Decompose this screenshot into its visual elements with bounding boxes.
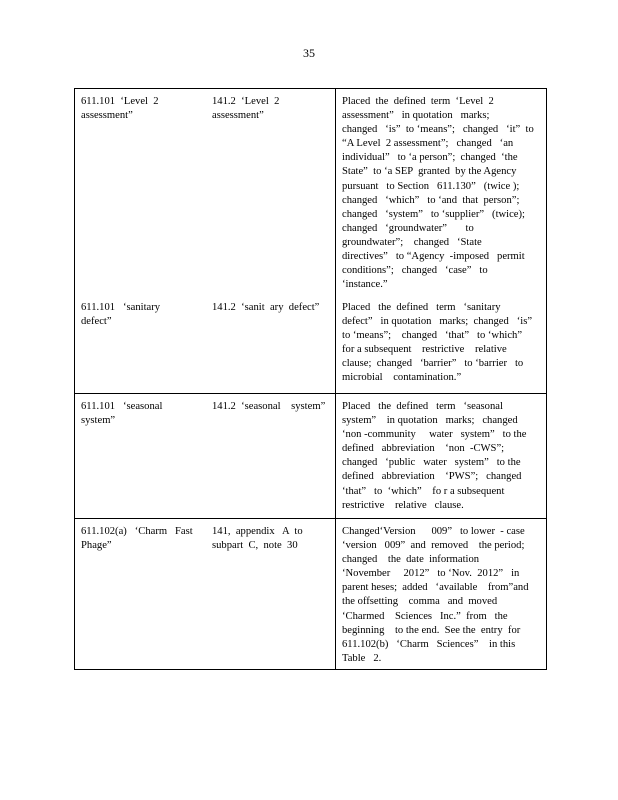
- text-line: assessment”: [81, 110, 133, 122]
- section-cell: 611.101 ‘sanitary defect”: [75, 295, 206, 393]
- text-line: Placed the defined term ‘Level 2: [342, 96, 494, 107]
- text-line: for a subsequent restrictive relative: [342, 344, 507, 356]
- text-line: “A Level 2 assessment”; changed ‘an: [342, 138, 514, 150]
- source-cell: 141.2 ‘Level 2 assessment”: [206, 89, 335, 295]
- text-line: assessment” in quotation marks;: [342, 110, 490, 122]
- changes-cell: Placed the defined term ‘Level 2 assessme…: [335, 89, 546, 295]
- text-line: ‘version 009” and removed the period;: [342, 540, 525, 552]
- text-line: defect” in quotation marks; changed ‘is”: [342, 316, 533, 328]
- text-line: conditions”; changed ‘case” to: [342, 265, 488, 277]
- text-line: 141, appendix A to: [212, 526, 303, 537]
- text-line: to ‘means”; changed ‘that” to ‘which”: [342, 330, 523, 342]
- text-line: system” in quotation marks; changed: [342, 415, 518, 427]
- text-line: 611.101 ‘seasonal: [81, 401, 163, 412]
- text-line: 141.2 ‘seasonal system”: [212, 401, 326, 412]
- source-cell: 141.2 ‘sanit ary defect”: [206, 295, 335, 393]
- table-row: 611.101 ‘seasonal system” 141.2 ‘seasonal …: [75, 393, 546, 518]
- text-line: Placed the defined term ‘sanitary: [342, 302, 501, 313]
- text-line: defined abbreviation ‘non -CWS”;: [342, 443, 505, 455]
- text-line: assessment”: [212, 110, 264, 122]
- text-line: State” to ‘a SEP granted by the Agency: [342, 166, 517, 178]
- text-line: parent heses; added ‘available from”and: [342, 582, 529, 594]
- amendments-table: 611.101 ‘Level 2 assessment” 141.2 ‘Level …: [74, 88, 547, 670]
- text-line: changed ‘groundwater” to: [342, 222, 474, 234]
- changes-cell: Placed the defined term ‘seasonal system”…: [335, 394, 546, 518]
- text-line: 611.102(a) ‘Charm Fast: [81, 526, 193, 537]
- table-row: 611.101 ‘Level 2 assessment” 141.2 ‘Level …: [75, 88, 546, 295]
- text-line: clause; changed ‘barrier” to ‘barrier to: [342, 358, 524, 370]
- text-line: groundwater”; changed ‘State: [342, 236, 482, 248]
- text-line: Changed‘Version 009” to lower - case: [342, 526, 525, 537]
- text-line: changed ‘public water system” to the: [342, 457, 521, 469]
- text-line: individual” to ‘a person”; changed ‘the: [342, 152, 518, 164]
- table-row: 611.101 ‘sanitary defect” 141.2 ‘sanit ary…: [75, 295, 546, 393]
- text-line: changed ‘system” to ‘supplier” (twice);: [342, 208, 525, 220]
- text-line: defect”: [81, 316, 112, 328]
- text-line: directives” to “Agency -imposed permit: [342, 251, 525, 263]
- text-line: ‘non -community water system” to the: [342, 429, 527, 441]
- text-line: defined abbreviation ‘PWS”; changed: [342, 471, 522, 483]
- text-line: Table 2.: [342, 652, 382, 664]
- text-line: changed ‘which” to ‘and that person”;: [342, 194, 520, 206]
- text-line: 141.2 ‘sanit ary defect”: [212, 302, 320, 313]
- text-line: beginning to the end. See the entry for: [342, 624, 521, 636]
- section-cell: 611.101 ‘seasonal system”: [75, 394, 206, 518]
- text-line: restrictive relative clause.: [342, 499, 464, 511]
- text-line: pursuant to Section 611.130” (twice );: [342, 180, 520, 192]
- text-line: subpart C, note 30: [212, 540, 298, 552]
- changes-cell: Placed the defined term ‘sanitary defect”…: [335, 295, 546, 393]
- text-line: 611.102(b) ‘Charm Sciences” in this: [342, 638, 516, 650]
- text-line: microbial contamination.”: [342, 372, 462, 384]
- table-row: 611.102(a) ‘Charm Fast Phage” 141, appendi…: [75, 518, 546, 669]
- source-cell: 141, appendix A to subpart C, note 30: [206, 519, 335, 669]
- page-number: 35: [303, 46, 315, 60]
- text-line: the offsetting comma and moved: [342, 596, 498, 608]
- text-line: system”: [81, 415, 116, 427]
- text-line: ‘that” to ‘which” fo r a subsequent: [342, 485, 505, 497]
- section-cell: 611.102(a) ‘Charm Fast Phage”: [75, 519, 206, 669]
- changes-cell: Changed‘Version 009” to lower - case ‘ver…: [335, 519, 546, 669]
- section-cell: 611.101 ‘Level 2 assessment”: [75, 89, 206, 295]
- text-line: ‘November 2012” to ‘Nov. 2012” in: [342, 568, 520, 580]
- text-line: changed the date information: [342, 554, 480, 566]
- text-line: ‘instance.”: [342, 279, 388, 291]
- text-line: 141.2 ‘Level 2: [212, 96, 280, 107]
- source-cell: 141.2 ‘seasonal system”: [206, 394, 335, 518]
- text-line: 611.101 ‘Level 2: [81, 96, 159, 107]
- text-line: Placed the defined term ‘seasonal: [342, 401, 503, 412]
- text-line: ‘Charmed Sciences Inc.” from the: [342, 610, 508, 622]
- text-line: Phage”: [81, 540, 112, 552]
- text-line: changed ‘is” to ‘means”; changed ‘it” to: [342, 124, 534, 136]
- text-line: 611.101 ‘sanitary: [81, 302, 161, 313]
